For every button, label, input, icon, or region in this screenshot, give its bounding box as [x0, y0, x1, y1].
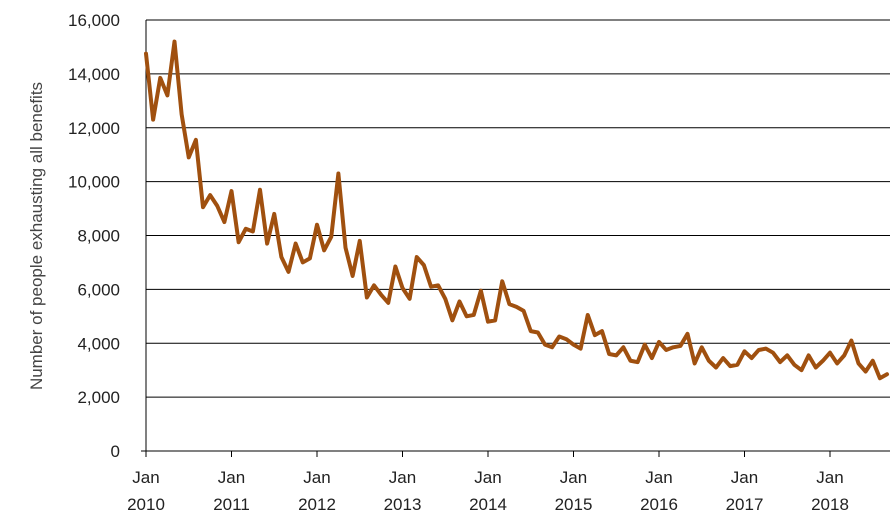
x-tick-label-month: Jan — [132, 468, 159, 487]
y-tick-label: 8,000 — [77, 227, 120, 246]
x-tick-label-year: 2011 — [213, 495, 250, 514]
series-line — [144, 39, 889, 381]
y-tick-label: 2,000 — [77, 388, 120, 407]
x-tick-label-year: 2010 — [127, 495, 165, 514]
series-layer — [144, 39, 889, 381]
y-tick-label: 6,000 — [77, 280, 120, 299]
x-tick-label-year: 2016 — [640, 495, 678, 514]
y-tick-label: 0 — [111, 442, 120, 461]
x-tick-label-year: 2014 — [469, 495, 507, 514]
x-tick-label-year: 2013 — [384, 495, 422, 514]
y-tick-labels: 0 2,000 4,000 6,000 8,000 10,000 12,000 14,000 1… — [68, 11, 120, 461]
x-tick-label-month: Jan — [218, 468, 245, 487]
y-tick-label: 12,000 — [68, 119, 120, 138]
x-tick-label-month: Jan — [560, 468, 587, 487]
axes — [141, 20, 890, 457]
x-tick-label-month: Jan — [303, 468, 330, 487]
x-tick-label-year: 2012 — [298, 495, 336, 514]
x-tick-label-month: Jan — [474, 468, 501, 487]
y-axis-title: Number of people exhausting all benefits — [27, 82, 46, 390]
x-tick-label-year: 2018 — [811, 495, 849, 514]
x-tick-label-month: Jan — [731, 468, 758, 487]
y-tick-label: 4,000 — [77, 334, 120, 353]
y-tick-label: 16,000 — [68, 11, 120, 30]
y-tick-label: 14,000 — [68, 65, 120, 84]
x-tick-label-month: Jan — [645, 468, 672, 487]
x-tick-labels: Jan 2010 Jan 2011 Jan 2012 Jan 2013 Jan 2014 Jan 20… — [127, 468, 849, 514]
x-tick-label-month: Jan — [816, 468, 843, 487]
x-tick-label-year: 2017 — [726, 495, 764, 514]
x-tick-label-year: 2015 — [555, 495, 593, 514]
y-tick-label: 10,000 — [68, 173, 120, 192]
x-tick-label-month: Jan — [389, 468, 416, 487]
